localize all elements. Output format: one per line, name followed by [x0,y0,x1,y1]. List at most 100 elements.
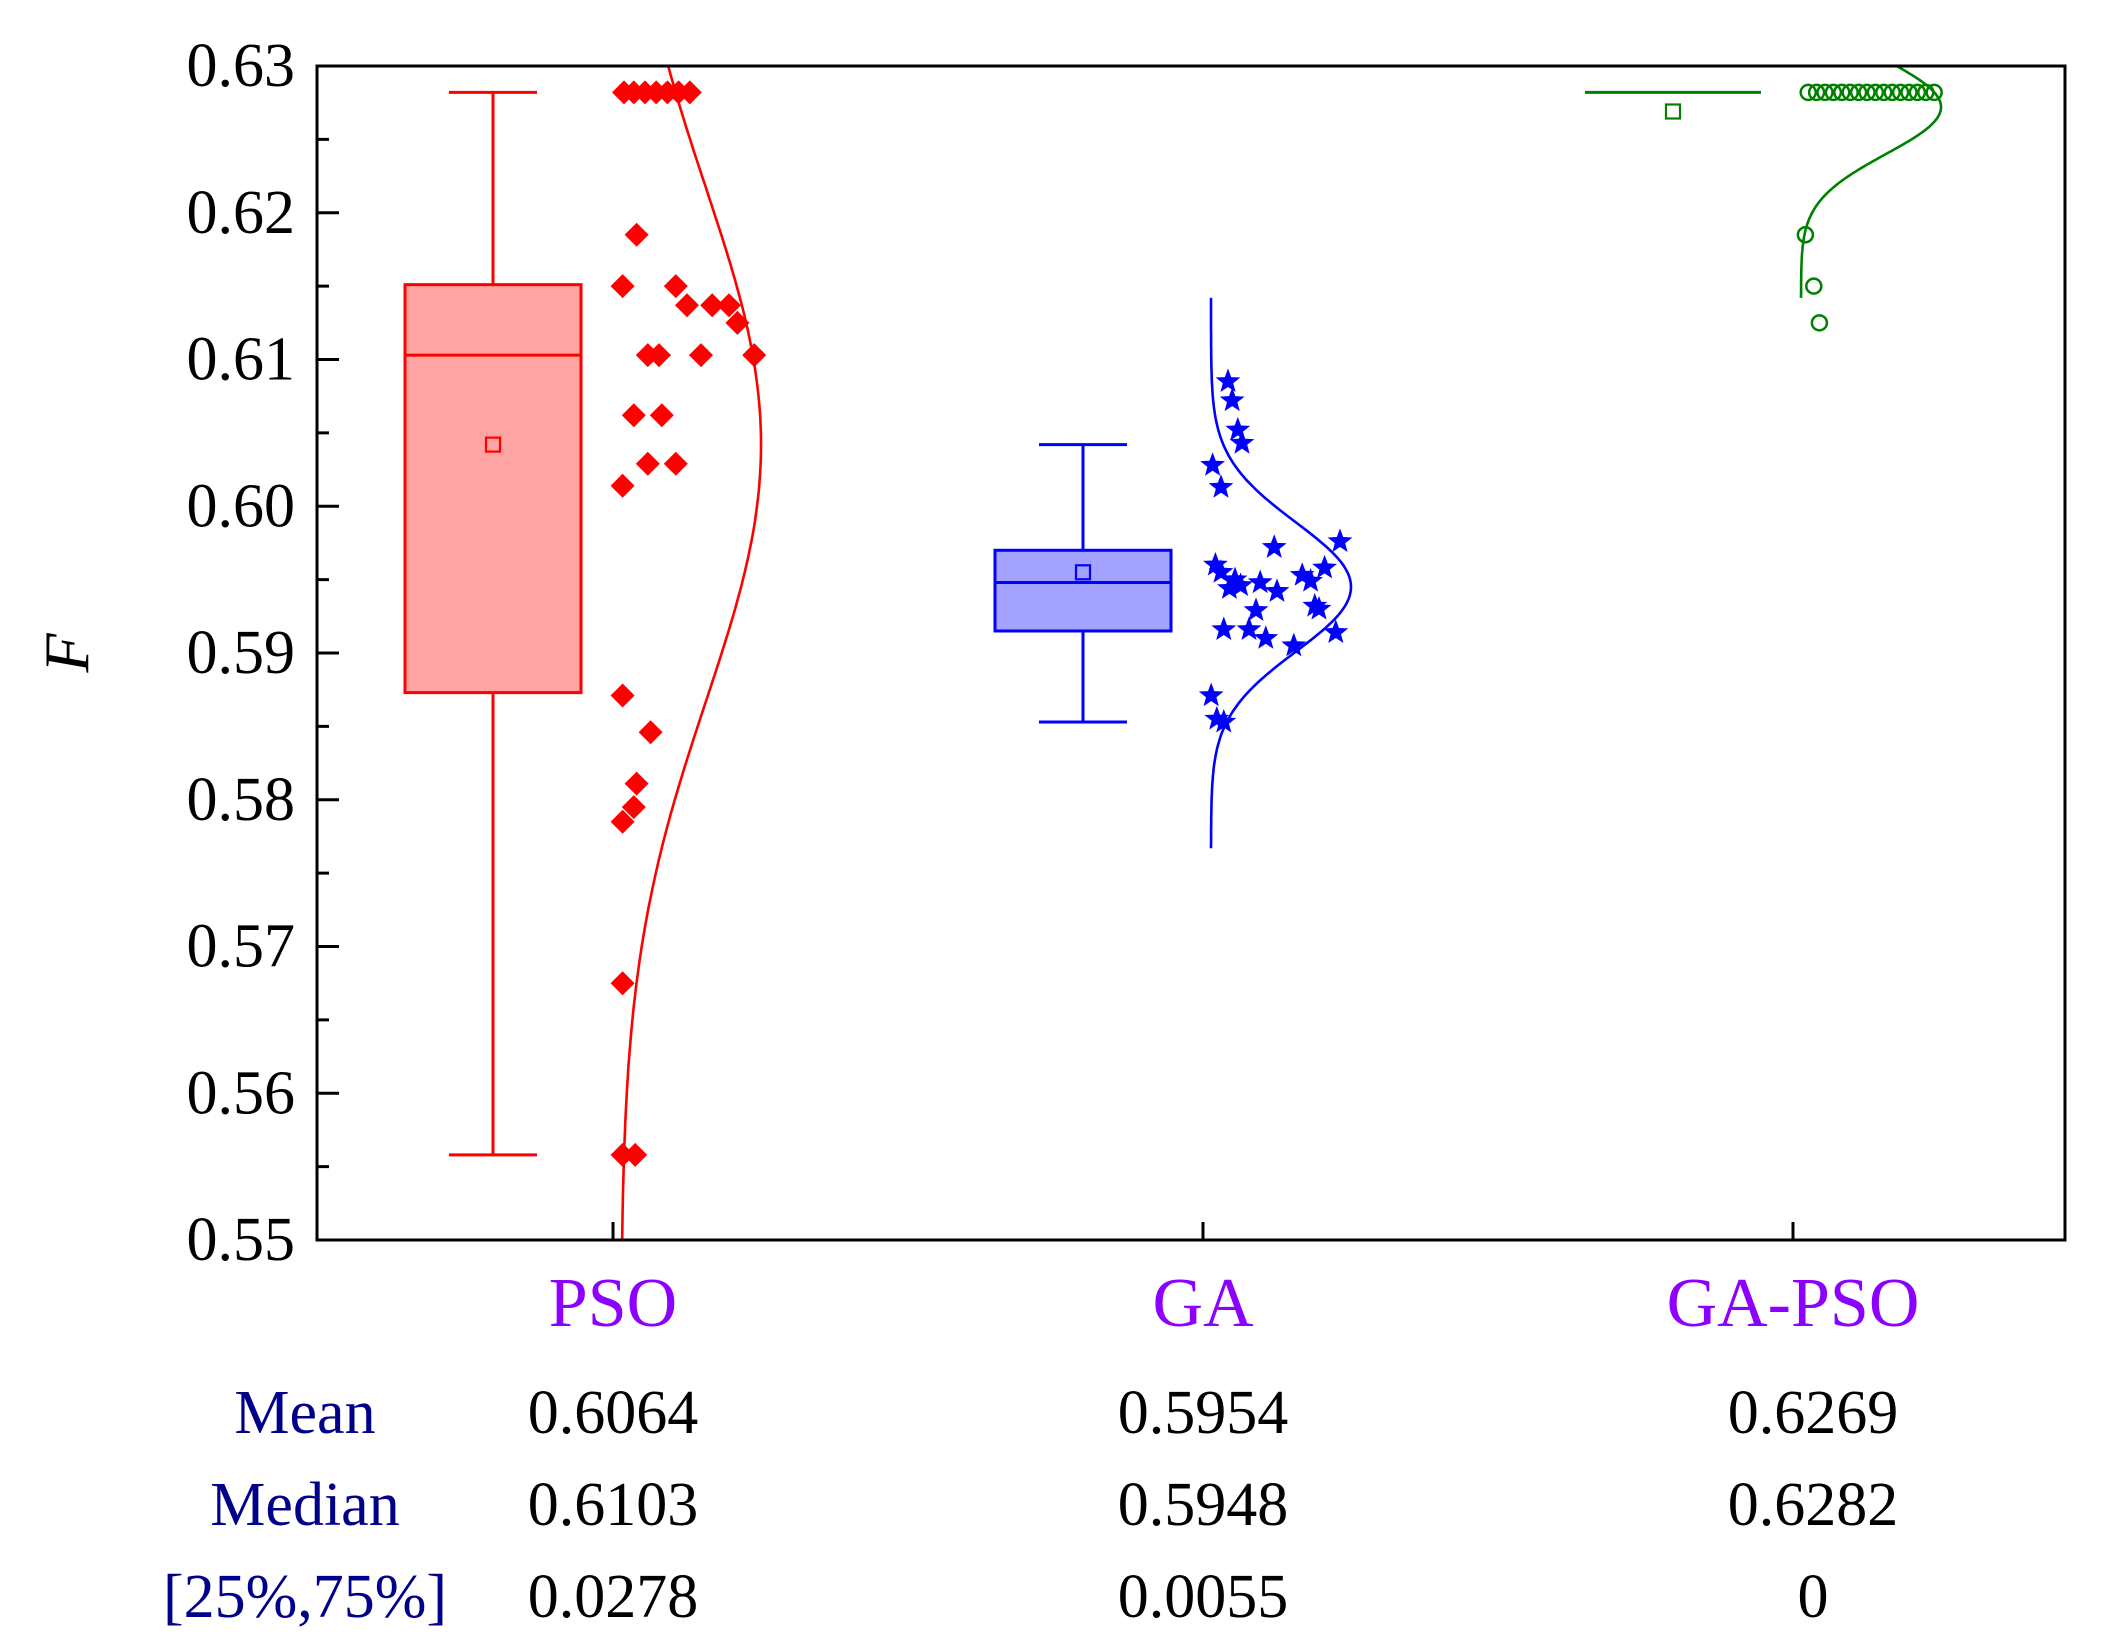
y-tick-label: 0.59 [187,619,296,687]
data-point [1200,452,1225,476]
data-point [717,293,741,318]
data-point [1327,528,1353,552]
distribution-curve [1209,297,1353,849]
data-point [1323,619,1349,643]
data-point [1900,83,1918,102]
data-point [1208,474,1234,498]
stats-row-label: Median [210,1471,399,1539]
data-point [1225,416,1251,441]
stats-row-label: [25%,75%] [163,1563,447,1631]
data-point [1312,554,1337,579]
data-point [635,451,660,476]
y-tick-label: 0.58 [187,766,296,834]
data-point [689,343,713,368]
y-tick-label: 0.55 [187,1206,296,1274]
data-point [649,403,674,428]
data-point [742,343,767,368]
data-point [1228,572,1253,596]
data-point [1841,83,1859,102]
data-point [1211,616,1237,640]
y-tick-label: 0.61 [187,326,296,394]
data-point [663,274,688,299]
data-point [624,771,649,796]
y-tick-label: 0.63 [187,32,296,100]
data-point [1810,314,1829,332]
plot-area [403,66,1943,1240]
plot-frame [315,64,2067,1242]
data-point [1289,562,1315,586]
data-point [610,274,635,299]
data-point [1211,709,1237,733]
category-label: GA-PSO [1667,1265,1920,1342]
data-point [1875,83,1893,102]
data-point [700,293,725,318]
data-point [623,1142,648,1167]
stats-value: 0.6282 [1728,1471,1899,1539]
data-point [1261,534,1287,558]
stats-value: 0.5948 [1118,1471,1289,1539]
data-point [1805,277,1823,295]
data-point [1858,83,1876,102]
mean-marker [1664,103,1682,120]
data-point [610,1142,635,1167]
stats-table: Mean 0.6064 0.5954 0.6269 Median 0.6103 0.5948… [163,1379,1898,1631]
stats-value: 0.0278 [528,1563,699,1631]
data-point [1264,578,1290,602]
y-axis: 0.55 0.56 0.57 0.58 0.59 0.60 0.61 0.62 0.63 [187,32,339,1274]
y-axis-label: F [31,633,102,674]
data-point [1253,625,1279,649]
data-point [1816,83,1834,102]
stats-value: 0.6064 [528,1379,699,1447]
data-point [610,683,635,708]
data-point [1229,430,1255,454]
stats-value: 0.6103 [528,1471,699,1539]
data-point [1925,83,1943,102]
data-point [1281,632,1307,657]
iqr-box [993,548,1173,633]
stats-value: 0.5954 [1118,1379,1289,1447]
data-point [621,795,646,820]
x-axis: PSO GA GA-PSO [549,1222,1920,1342]
data-point [638,720,663,745]
mean-marker [1074,564,1092,581]
group-pso [403,66,767,1240]
data-point [1824,83,1843,102]
data-point [1215,368,1241,392]
y-tick-label: 0.57 [187,913,296,981]
data-point [1883,83,1901,102]
data-point [1203,552,1228,576]
stats-row-label: Mean [234,1379,375,1447]
data-point [624,222,649,247]
data-point [621,403,646,428]
stats-value: 0.0055 [1118,1563,1289,1631]
stats-value: 0.6269 [1728,1379,1899,1447]
data-point [1799,83,1817,102]
y-tick-label: 0.60 [187,472,296,540]
y-tick-label: 0.62 [187,179,296,247]
data-point [610,473,635,498]
category-label: GA [1152,1265,1254,1342]
data-point [610,809,635,834]
data-point [1219,387,1245,412]
data-point [677,80,702,105]
data-point [1222,566,1248,591]
data-point [1891,83,1910,102]
data-point [1849,83,1868,102]
data-point [663,451,688,476]
iqr-box [403,283,583,695]
distribution-curve [1799,66,1943,298]
stats-value: 0 [1798,1563,1829,1631]
data-point [1236,616,1262,640]
data-point [1866,83,1885,102]
distribution-curve [620,66,763,1240]
data-point [1247,569,1273,594]
data-point [1217,575,1242,599]
data-point [1298,568,1323,592]
data-point [1306,596,1332,620]
y-tick-label: 0.56 [187,1059,296,1127]
data-point [675,293,699,318]
data-point [1198,682,1224,707]
data-point [647,343,671,368]
data-point [1807,83,1826,102]
